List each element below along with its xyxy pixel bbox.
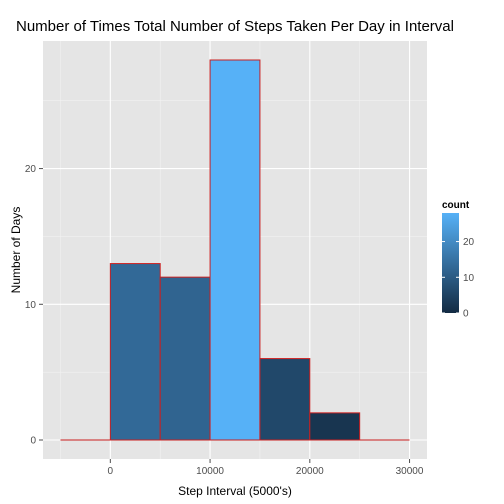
histogram-bars [60,59,410,441]
histogram-bar [109,263,161,441]
x-tick-label: 10000 [196,466,224,477]
x-tick-label: 30000 [396,466,424,477]
y-axis-title: Number of Days [9,207,23,294]
legend-tick-label: 20 [463,237,475,248]
chart-title: Number of Times Total Number of Steps Ta… [16,18,454,35]
legend-tick-label: 0 [463,309,469,320]
x-tick-label: 0 [108,466,114,477]
y-tick-label: 20 [25,164,37,175]
legend-ticks: 0 10 20 [442,237,475,320]
y-axis-ticks: 0 10 20 [25,164,43,447]
histogram-bar [209,59,261,441]
legend-title: count [442,200,470,211]
x-tick-label: 20000 [296,466,324,477]
x-axis-title: Step Interval (5000's) [178,484,292,498]
legend-color-bar [442,213,459,313]
histogram-bar [309,412,361,441]
y-tick-label: 10 [25,300,37,311]
x-axis-ticks: 0 10000 20000 30000 [108,459,424,477]
histogram-bar [259,358,311,441]
legend: count 0 10 20 [442,200,475,320]
legend-tick-label: 10 [463,273,475,284]
histogram-bar [159,276,211,441]
y-tick-label: 0 [30,436,36,447]
